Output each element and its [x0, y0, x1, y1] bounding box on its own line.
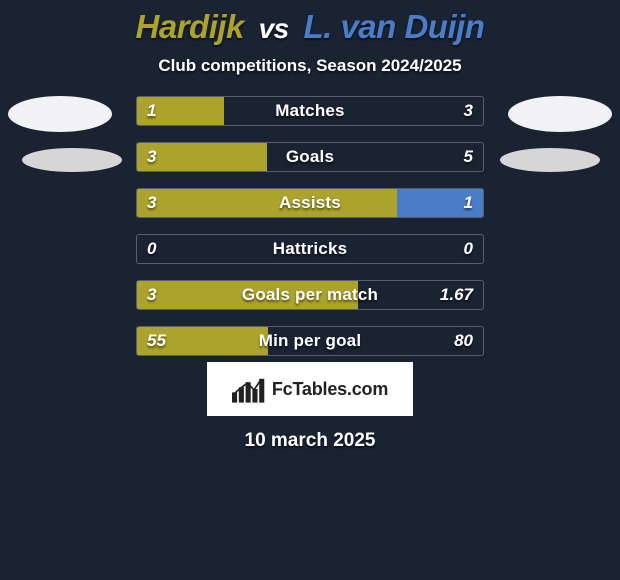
stat-row: Assists3 1: [136, 188, 484, 218]
player2-shadow: [500, 148, 600, 172]
comparison-arena: Matches13Goals35Assists31Hattricks00Goal…: [0, 96, 620, 356]
stat-bars: Matches13Goals35Assists31Hattricks00Goal…: [136, 96, 484, 372]
player2-avatar: [508, 96, 612, 132]
stat-value-right: 3: [454, 97, 483, 125]
stat-label: Goals: [137, 143, 483, 171]
player2-name: L. van Duijn: [303, 8, 484, 45]
stat-value-right: 5: [454, 143, 483, 171]
stat-value-left: 3: [137, 281, 166, 309]
stat-value-left: 0: [137, 235, 166, 263]
player1-shadow: [22, 148, 122, 172]
stat-value-left: 3: [137, 189, 166, 217]
stat-value-right: 80: [444, 327, 483, 355]
stat-value-right: 0: [454, 235, 483, 263]
vs-label: vs: [259, 13, 289, 44]
brand-text: FcTables.com: [272, 379, 388, 400]
stat-value-left: 3: [137, 143, 166, 171]
stat-label: Matches: [137, 97, 483, 125]
brand-chart-icon: [232, 375, 266, 403]
stat-label: Min per goal: [137, 327, 483, 355]
player1-name: Hardijk: [136, 8, 244, 45]
stat-value-left: 55: [137, 327, 176, 355]
stat-label: Hattricks: [137, 235, 483, 263]
stat-value-left: 1: [137, 97, 166, 125]
stat-value-right: 1.67: [430, 281, 483, 309]
stat-label: Assists: [137, 189, 483, 217]
stat-row: Min per goal55 80: [136, 326, 484, 356]
player1-avatar: [8, 96, 112, 132]
stat-row: Goals per match31.67: [136, 280, 484, 310]
comparison-title: Hardijk vs L. van Duijn: [0, 0, 620, 46]
stat-row: Goals3 5: [136, 142, 484, 172]
stat-value-right: 1: [454, 189, 483, 217]
stat-row: Hattricks0 0: [136, 234, 484, 264]
comparison-subtitle: Club competitions, Season 2024/2025: [0, 56, 620, 76]
comparison-date: 10 march 2025: [0, 430, 620, 452]
stat-row: Matches1 3: [136, 96, 484, 126]
